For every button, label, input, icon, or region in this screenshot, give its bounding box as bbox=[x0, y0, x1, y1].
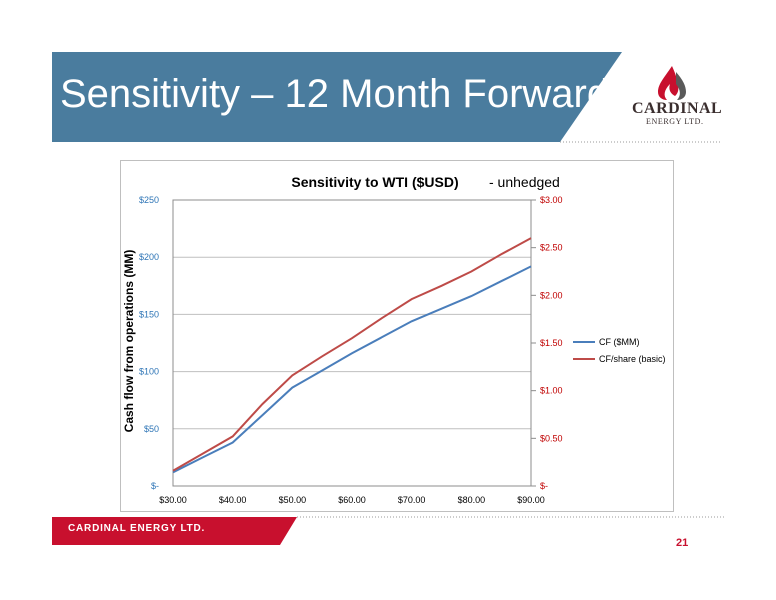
right-tick-label: $- bbox=[540, 481, 548, 491]
y-axis-label: Cash flow from operations (MM) bbox=[122, 250, 136, 433]
series-line-1 bbox=[172, 265, 532, 474]
x-tick-label: $90.00 bbox=[517, 495, 545, 505]
chart-container: Sensitivity to WTI ($USD) - unhedged Cas… bbox=[120, 160, 674, 512]
series-line-2 bbox=[172, 237, 532, 472]
cardinal-flame-icon bbox=[658, 66, 686, 100]
logo-name: CARDINAL bbox=[632, 100, 723, 117]
series-lines bbox=[172, 237, 532, 474]
logo-subtitle: ENERGY LTD. bbox=[646, 117, 704, 126]
right-tick-label: $2.00 bbox=[540, 290, 563, 300]
page-number: 21 bbox=[676, 537, 689, 549]
left-tick-label: $100 bbox=[139, 367, 159, 377]
left-tick-label: $200 bbox=[139, 252, 159, 262]
right-axis: $- $0.50 $1.00 $1.50 $2.00 $2.50 $3.00 bbox=[531, 195, 563, 491]
x-tick-label: $30.00 bbox=[159, 495, 187, 505]
right-tick-label: $2.50 bbox=[540, 243, 563, 253]
slide-title: Sensitivity – 12 Month Forward bbox=[60, 72, 610, 116]
footer-bar bbox=[52, 516, 724, 545]
left-tick-label: $- bbox=[151, 481, 159, 491]
title-banner bbox=[52, 52, 720, 143]
right-tick-label: $1.00 bbox=[540, 386, 563, 396]
left-axis: $- $50 $100 $150 $200 $250 bbox=[139, 195, 159, 491]
title-banner-shape bbox=[52, 52, 622, 142]
right-tick-label: $3.00 bbox=[540, 195, 563, 205]
x-tick-label: $40.00 bbox=[219, 495, 247, 505]
chart-title: Sensitivity to WTI ($USD) bbox=[291, 174, 458, 190]
right-tick-label: $1.50 bbox=[540, 338, 563, 348]
legend-label: CF ($MM) bbox=[599, 337, 640, 347]
footer-bar-shape bbox=[52, 517, 297, 545]
x-tick-label: $50.00 bbox=[279, 495, 307, 505]
x-axis: $30.00 $40.00 $50.00 $60.00 $70.00 $80.00 $90.… bbox=[159, 495, 545, 505]
plot-area-border bbox=[172, 199, 532, 487]
x-tick-label: $70.00 bbox=[398, 495, 426, 505]
footer-company-name: CARDINAL ENERGY LTD. bbox=[68, 523, 206, 534]
left-tick-label: $250 bbox=[139, 195, 159, 205]
legend-label: CF/share (basic) bbox=[599, 354, 666, 364]
legend: CF ($MM) CF/share (basic) bbox=[573, 337, 666, 364]
left-tick-label: $150 bbox=[139, 309, 159, 319]
x-tick-label: $60.00 bbox=[338, 495, 366, 505]
left-tick-label: $50 bbox=[144, 424, 159, 434]
x-tick-label: $80.00 bbox=[458, 495, 486, 505]
chart: Sensitivity to WTI ($USD) - unhedged Cas… bbox=[122, 174, 666, 505]
chart-subtitle: - unhedged bbox=[489, 174, 560, 190]
grid-lines bbox=[173, 256, 531, 430]
right-tick-label: $0.50 bbox=[540, 433, 563, 443]
